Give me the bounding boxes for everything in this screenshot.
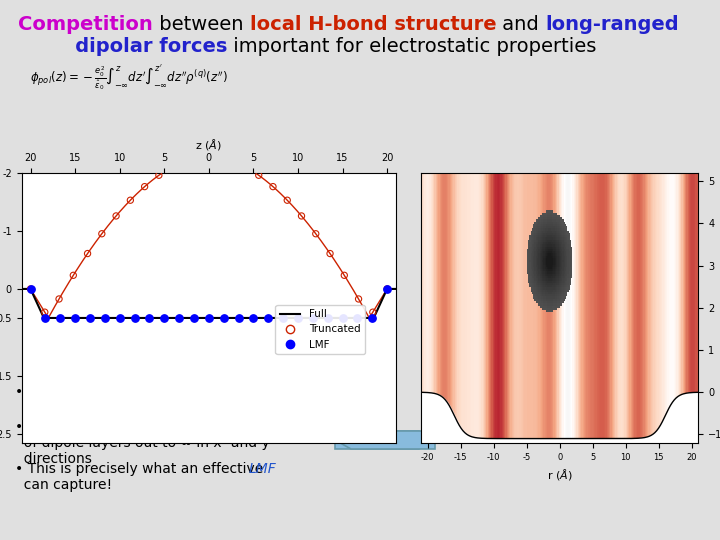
Legend: Full, Truncated, LMF: Full, Truncated, LMF (276, 305, 364, 354)
Point (277, 314, 289, 322)
Point (366, 314, 378, 322)
Point (96, 230, 107, 238)
Text: local: local (235, 385, 267, 399)
Point (382, 285, 393, 293)
Text: H-bonds: H-bonds (25, 401, 82, 415)
Point (24, 285, 36, 293)
Point (153, 171, 165, 180)
Text: LMF: LMF (249, 462, 276, 476)
X-axis label: r ($\AA$): r ($\AA$) (547, 467, 572, 482)
Text: $\phi_{pol}(z)=-\frac{e_0^2}{\hat{\varepsilon}_0}\int_{-\infty}^{z}dz^{\prime}\i: $\phi_{pol}(z)=-\frac{e_0^2}{\hat{\varep… (30, 62, 228, 92)
Point (196, 152, 207, 160)
Point (110, 212, 122, 220)
Text: • Short system accounts only for: • Short system accounts only for (15, 385, 248, 399)
Point (382, 285, 393, 293)
Text: LMF affects: LMF affects (445, 392, 529, 406)
Text: long-wavelength: long-wavelength (520, 392, 636, 406)
Point (307, 314, 318, 322)
Point (167, 162, 179, 171)
Text: of H-bond network: of H-bond network (523, 408, 657, 422)
Point (338, 271, 350, 280)
Point (248, 314, 259, 322)
Point (39, 308, 50, 316)
Text: of dipole layers out to ∞ in x- and y-: of dipole layers out to ∞ in x- and y- (15, 436, 274, 450)
Point (322, 314, 333, 322)
Point (129, 314, 140, 322)
Point (263, 314, 274, 322)
Point (55, 314, 66, 322)
Point (99, 314, 111, 322)
Text: and: and (496, 15, 545, 34)
Text: Competition: Competition (18, 15, 153, 34)
Point (125, 196, 136, 205)
Point (203, 314, 215, 322)
Point (253, 171, 264, 180)
Point (84, 314, 96, 322)
Point (174, 314, 185, 322)
Point (239, 162, 251, 171)
Point (69, 314, 81, 322)
Text: directions: directions (15, 452, 92, 466)
Point (114, 314, 125, 322)
Text: important for electrostatic properties: important for electrostatic properties (228, 37, 597, 56)
Point (351, 314, 363, 322)
Point (53, 295, 65, 303)
Point (337, 314, 348, 322)
Point (82, 249, 94, 258)
Text: competing long-ranged effects: competing long-ranged effects (81, 420, 294, 434)
Point (233, 314, 244, 322)
Point (267, 183, 279, 191)
FancyArrow shape (335, 431, 435, 449)
FancyArrow shape (335, 431, 435, 449)
Text: can capture!: can capture! (15, 478, 112, 492)
Point (367, 308, 379, 316)
Point (296, 212, 307, 220)
Text: • This is precisely what an effective: • This is precisely what an effective (15, 462, 268, 476)
Point (324, 249, 336, 258)
Point (218, 314, 230, 322)
Point (282, 196, 293, 205)
X-axis label: z ($\AA$): z ($\AA$) (195, 137, 222, 152)
Point (353, 295, 364, 303)
Point (143, 314, 155, 322)
Point (310, 230, 322, 238)
Point (24, 285, 36, 293)
Point (210, 152, 222, 160)
Point (292, 314, 304, 322)
Text: long-ranged: long-ranged (545, 15, 679, 34)
Point (188, 314, 199, 322)
Point (40, 314, 51, 322)
Point (158, 314, 170, 322)
Text: orientations: orientations (445, 408, 528, 422)
Text: local H-bond structure: local H-bond structure (250, 15, 496, 34)
Point (225, 156, 236, 164)
Text: between: between (153, 15, 250, 34)
Text: • Neglects: • Neglects (15, 420, 92, 434)
Point (68, 271, 79, 280)
Point (181, 156, 193, 164)
Text: dipolar forces: dipolar forces (55, 37, 228, 56)
Point (139, 183, 150, 191)
